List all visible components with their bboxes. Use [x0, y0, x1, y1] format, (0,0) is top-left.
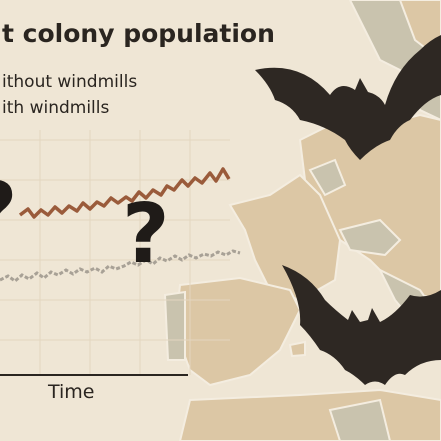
title: t colony population	[2, 19, 275, 48]
portugal	[163, 290, 186, 361]
bat	[255, 35, 441, 160]
legend-label: ith windmills	[2, 98, 109, 118]
africa-part	[328, 398, 392, 441]
france	[228, 173, 342, 302]
x-axis-label: Time	[47, 381, 95, 403]
line-without-windmills	[0, 249, 241, 283]
alps	[338, 218, 402, 257]
bat	[282, 265, 441, 385]
island	[288, 340, 306, 358]
line-with-windmills	[18, 167, 231, 219]
legend-label: ithout windmills	[2, 72, 137, 92]
question-mark: ?	[0, 167, 17, 257]
question-mark: ?	[122, 187, 170, 282]
benelux	[308, 158, 347, 197]
